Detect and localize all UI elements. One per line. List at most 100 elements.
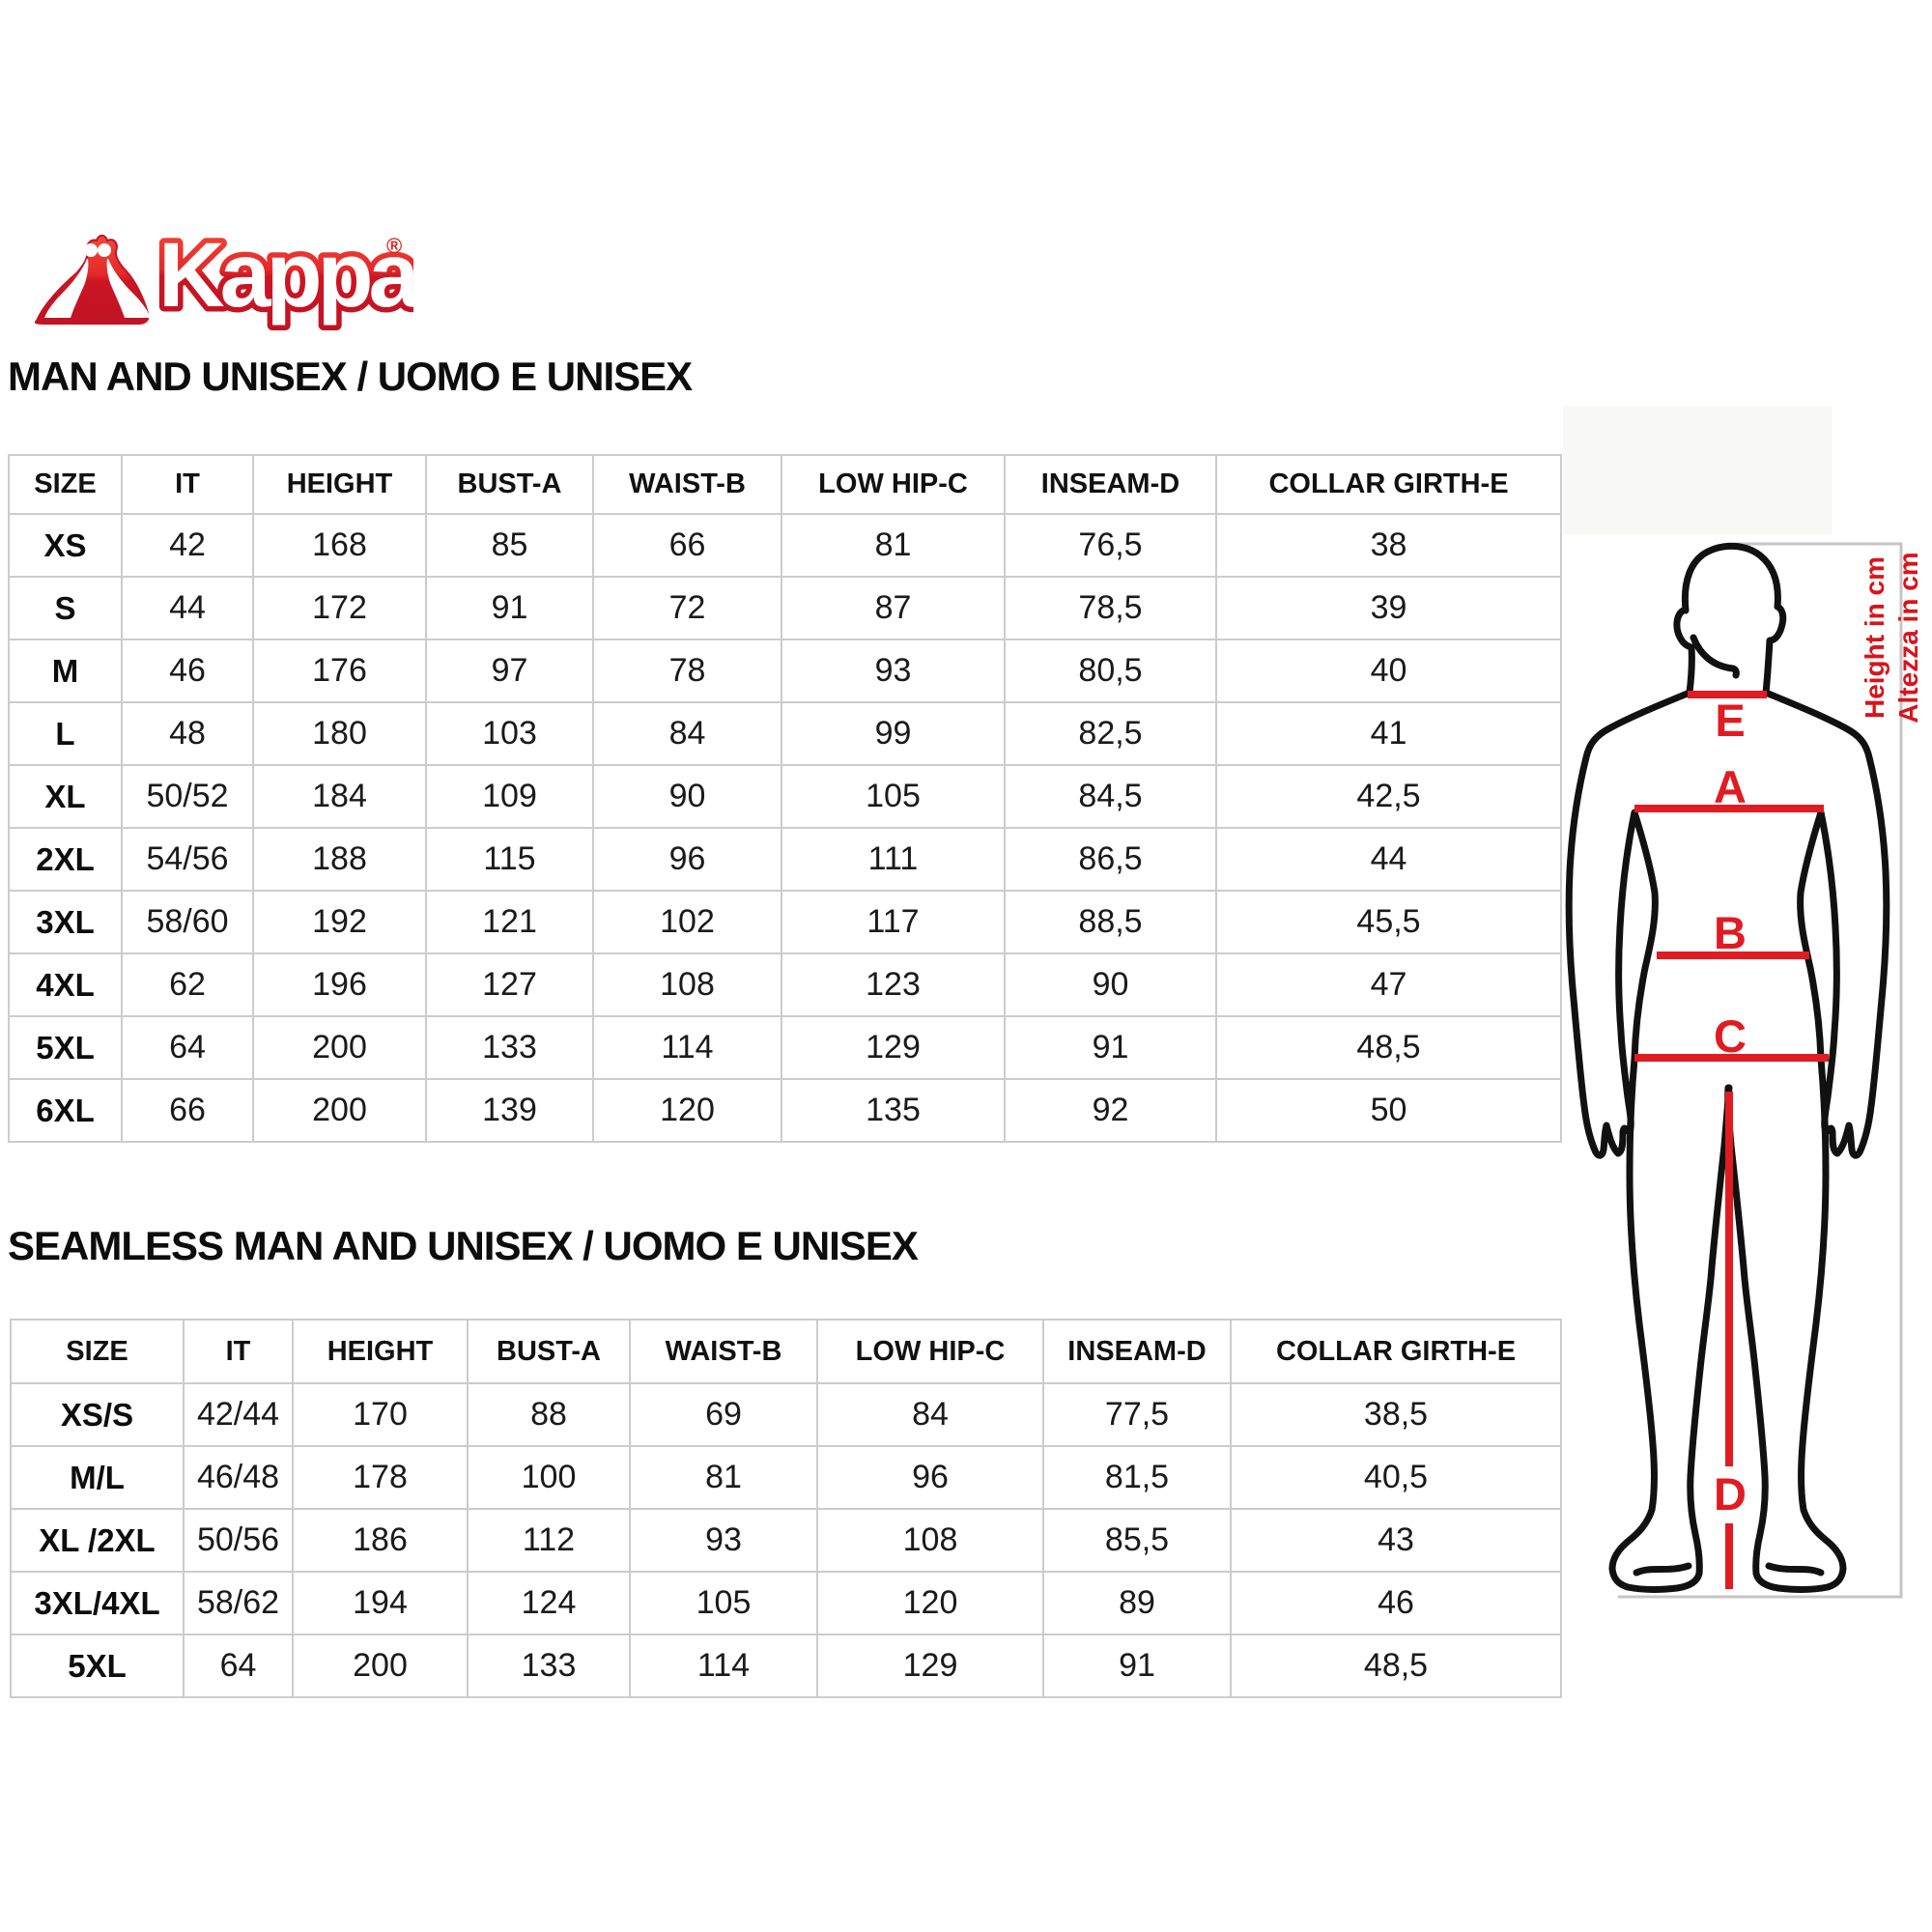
value-cell: 129	[781, 1015, 1006, 1080]
right-foot-toe-line	[1765, 1562, 1825, 1577]
size-cell: 3XL	[8, 890, 123, 954]
value-cell: 46/48	[183, 1445, 294, 1510]
value-cell: 123	[781, 952, 1006, 1017]
table-row: 3XL 58/60 192 121 102 117 88,5 45,5	[8, 890, 1562, 954]
value-cell: 109	[425, 764, 594, 829]
value-cell: 100	[467, 1445, 631, 1510]
value-cell: 82,5	[1004, 701, 1217, 766]
value-cell: 42/44	[183, 1382, 294, 1447]
section-heading-seamless: SEAMLESS MAN AND UNISEX / UOMO E UNISEX	[8, 1223, 919, 1268]
value-cell: 133	[425, 1015, 594, 1080]
column-header: SIZE	[8, 454, 123, 515]
table-row: XL 50/52 184 109 90 105 84,5 42,5	[8, 764, 1562, 829]
value-cell: 42,5	[1215, 764, 1562, 829]
value-cell: 81	[629, 1445, 818, 1510]
kappa-omini-icon	[34, 234, 151, 325]
size-cell: XS/S	[10, 1382, 185, 1447]
value-cell: 200	[252, 1078, 427, 1143]
value-cell: 64	[121, 1015, 254, 1080]
value-cell: 38	[1215, 513, 1562, 578]
value-cell: 129	[816, 1634, 1044, 1698]
table-row: L 48 180 103 84 99 82,5 41	[8, 701, 1562, 766]
size-cell: 4XL	[8, 952, 123, 1017]
value-cell: 121	[425, 890, 594, 954]
value-cell: 103	[425, 701, 594, 766]
value-cell: 47	[1215, 952, 1562, 1017]
value-cell: 186	[292, 1508, 469, 1573]
value-cell: 48	[121, 701, 254, 766]
header-row: SIZE IT HEIGHT BUST-A WAIST-B LOW HIP-C INSEAM…	[10, 1319, 1562, 1384]
column-header: INSEAM-D	[1004, 454, 1217, 515]
column-header: WAIST-B	[629, 1319, 818, 1384]
table-row: M/L 46/48 178 100 81 96 81,5 40,5	[10, 1445, 1562, 1510]
column-header: WAIST-B	[592, 454, 782, 515]
value-cell: 200	[252, 1015, 427, 1080]
value-cell: 44	[1215, 827, 1562, 892]
height-note-it: Altezza in cm	[1893, 552, 1923, 723]
value-cell: 62	[121, 952, 254, 1017]
table-row: 5XL 64 200 133 114 129 91 48,5	[8, 1015, 1562, 1080]
value-cell: 78,5	[1004, 576, 1217, 640]
value-cell: 81	[781, 513, 1006, 578]
value-cell: 176	[252, 639, 427, 703]
value-cell: 44	[121, 576, 254, 640]
value-cell: 50/52	[121, 764, 254, 829]
size-cell: M/L	[10, 1445, 185, 1510]
value-cell: 115	[425, 827, 594, 892]
value-cell: 85,5	[1042, 1508, 1232, 1573]
table-row: 3XL/4XL 58/62 194 124 105 120 89 46	[10, 1571, 1562, 1635]
value-cell: 92	[1004, 1078, 1217, 1143]
value-cell: 93	[629, 1508, 818, 1573]
value-cell: 184	[252, 764, 427, 829]
column-header: HEIGHT	[252, 454, 427, 515]
column-header: BUST-A	[467, 1319, 631, 1384]
value-cell: 54/56	[121, 827, 254, 892]
size-table-man-unisex: SIZE IT HEIGHT BUST-A WAIST-B LOW HIP-C INSEAM…	[8, 454, 1562, 1143]
body-outline	[1565, 542, 1890, 1593]
value-cell: 114	[592, 1015, 782, 1080]
body-left-outline	[1565, 689, 1733, 1593]
column-header: BUST-A	[425, 454, 594, 515]
column-header: LOW HIP-C	[781, 454, 1006, 515]
value-cell: 93	[781, 639, 1006, 703]
measurement-label-e: E	[1715, 695, 1745, 746]
value-cell: 85	[425, 513, 594, 578]
table-row: 2XL 54/56 188 115 96 111 86,5 44	[8, 827, 1562, 892]
size-cell: 6XL	[8, 1078, 123, 1143]
value-cell: 91	[1042, 1634, 1232, 1698]
value-cell: 178	[292, 1445, 469, 1510]
table-row: 4XL 62 196 127 108 123 90 47	[8, 952, 1562, 1017]
value-cell: 50/56	[183, 1508, 294, 1573]
value-cell: 133	[467, 1634, 631, 1698]
value-cell: 96	[592, 827, 782, 892]
value-cell: 87	[781, 576, 1006, 640]
header-row: SIZE IT HEIGHT BUST-A WAIST-B LOW HIP-C INSEAM…	[8, 454, 1562, 515]
table-row: XS 42 168 85 66 81 76,5 38	[8, 513, 1562, 578]
size-cell: 2XL	[8, 827, 123, 892]
value-cell: 77,5	[1042, 1382, 1232, 1447]
column-header: COLLAR GIRTH-E	[1215, 454, 1562, 515]
value-cell: 78	[592, 639, 782, 703]
background-shade	[1563, 406, 1833, 534]
value-cell: 58/62	[183, 1571, 294, 1635]
value-cell: 80,5	[1004, 639, 1217, 703]
value-cell: 91	[425, 576, 594, 640]
size-cell: L	[8, 701, 123, 766]
kappa-wordmark: Kappa	[158, 224, 413, 327]
left-foot-toe-line	[1633, 1562, 1692, 1577]
value-cell: 66	[121, 1078, 254, 1143]
measurement-label-a: A	[1714, 761, 1747, 812]
section-heading-man-unisex: MAN AND UNISEX / UOMO E UNISEX	[8, 354, 693, 399]
size-cell: XL /2XL	[10, 1508, 185, 1573]
value-cell: 81,5	[1042, 1445, 1232, 1510]
value-cell: 127	[425, 952, 594, 1017]
value-cell: 117	[781, 890, 1006, 954]
value-cell: 43	[1230, 1508, 1562, 1573]
measurement-label-b: B	[1714, 907, 1747, 958]
measurement-label-c: C	[1714, 1010, 1747, 1062]
table-row: 5XL 64 200 133 114 129 91 48,5	[10, 1634, 1562, 1698]
value-cell: 120	[592, 1078, 782, 1143]
value-cell: 58/60	[121, 890, 254, 954]
value-cell: 86,5	[1004, 827, 1217, 892]
size-cell: S	[8, 576, 123, 640]
